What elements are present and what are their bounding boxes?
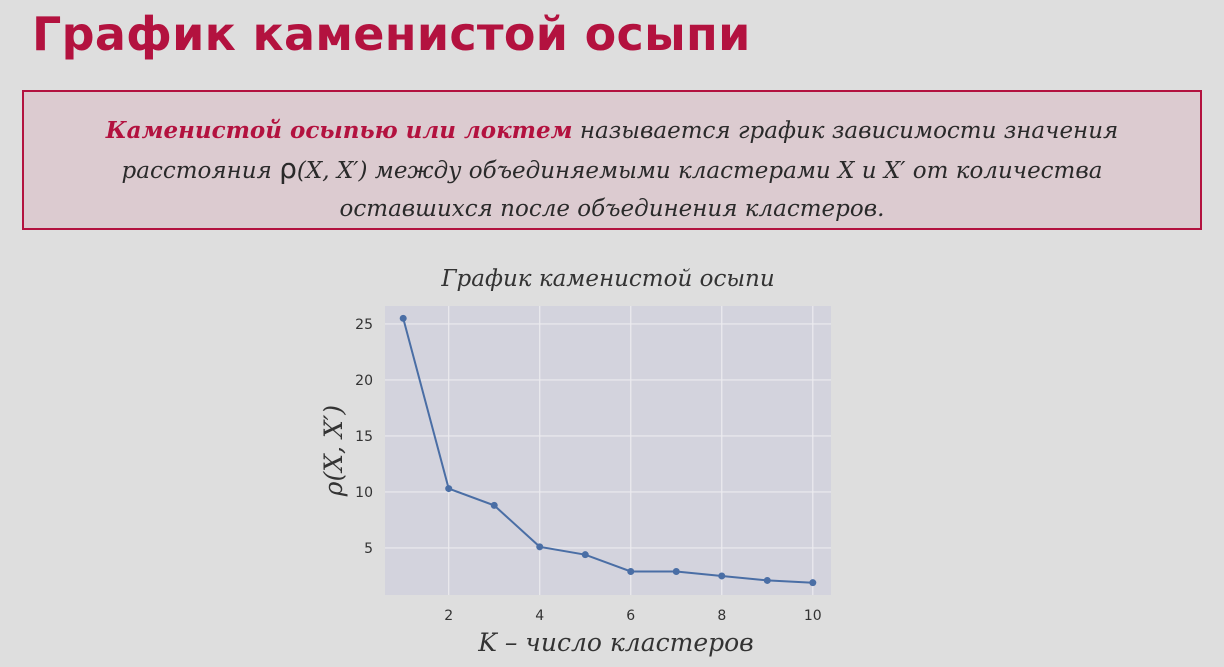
x-tick-label: 8 — [717, 608, 726, 624]
y-tick-label: 15 — [355, 429, 373, 445]
y-tick-label: 20 — [355, 373, 373, 389]
rho-symbol: ρ — [279, 152, 297, 185]
data-point — [672, 567, 680, 575]
y-axis-label: ρ(X, X′) — [319, 405, 348, 497]
data-point — [536, 543, 544, 551]
x-tick-label: 10 — [804, 608, 822, 624]
y-tick-label: 10 — [355, 485, 373, 501]
x-tick-label: 2 — [444, 608, 453, 624]
series-line — [402, 318, 813, 584]
data-point — [399, 314, 407, 322]
definition-text-part1: называется график зависимости значения р… — [121, 118, 1119, 184]
x-axis-label: K – число кластеров — [477, 628, 754, 657]
data-point — [581, 551, 589, 559]
definition-text: Каменистой осыпью или локтем называется … — [84, 112, 1140, 228]
y-tick-label: 25 — [355, 317, 373, 333]
x-tick-label: 6 — [626, 608, 635, 624]
data-point — [763, 576, 771, 584]
chart-title: График каменистой осыпи — [441, 266, 775, 292]
data-point — [490, 501, 498, 509]
data-point — [718, 572, 726, 580]
y-tick-label: 5 — [364, 541, 373, 557]
definition-box: Каменистой осыпью или локтем называется … — [22, 90, 1202, 230]
data-point — [445, 485, 453, 493]
x-tick-label: 4 — [535, 608, 544, 624]
data-point — [809, 579, 817, 587]
definition-term: Каменистой осыпью или локтем — [105, 117, 573, 144]
page-title: График каменистой осыпи — [32, 7, 751, 61]
definition-text-part2: (X, X′) между объединяемыми кластерами X… — [296, 158, 1103, 222]
plot-area — [385, 306, 831, 595]
data-point — [627, 567, 635, 575]
